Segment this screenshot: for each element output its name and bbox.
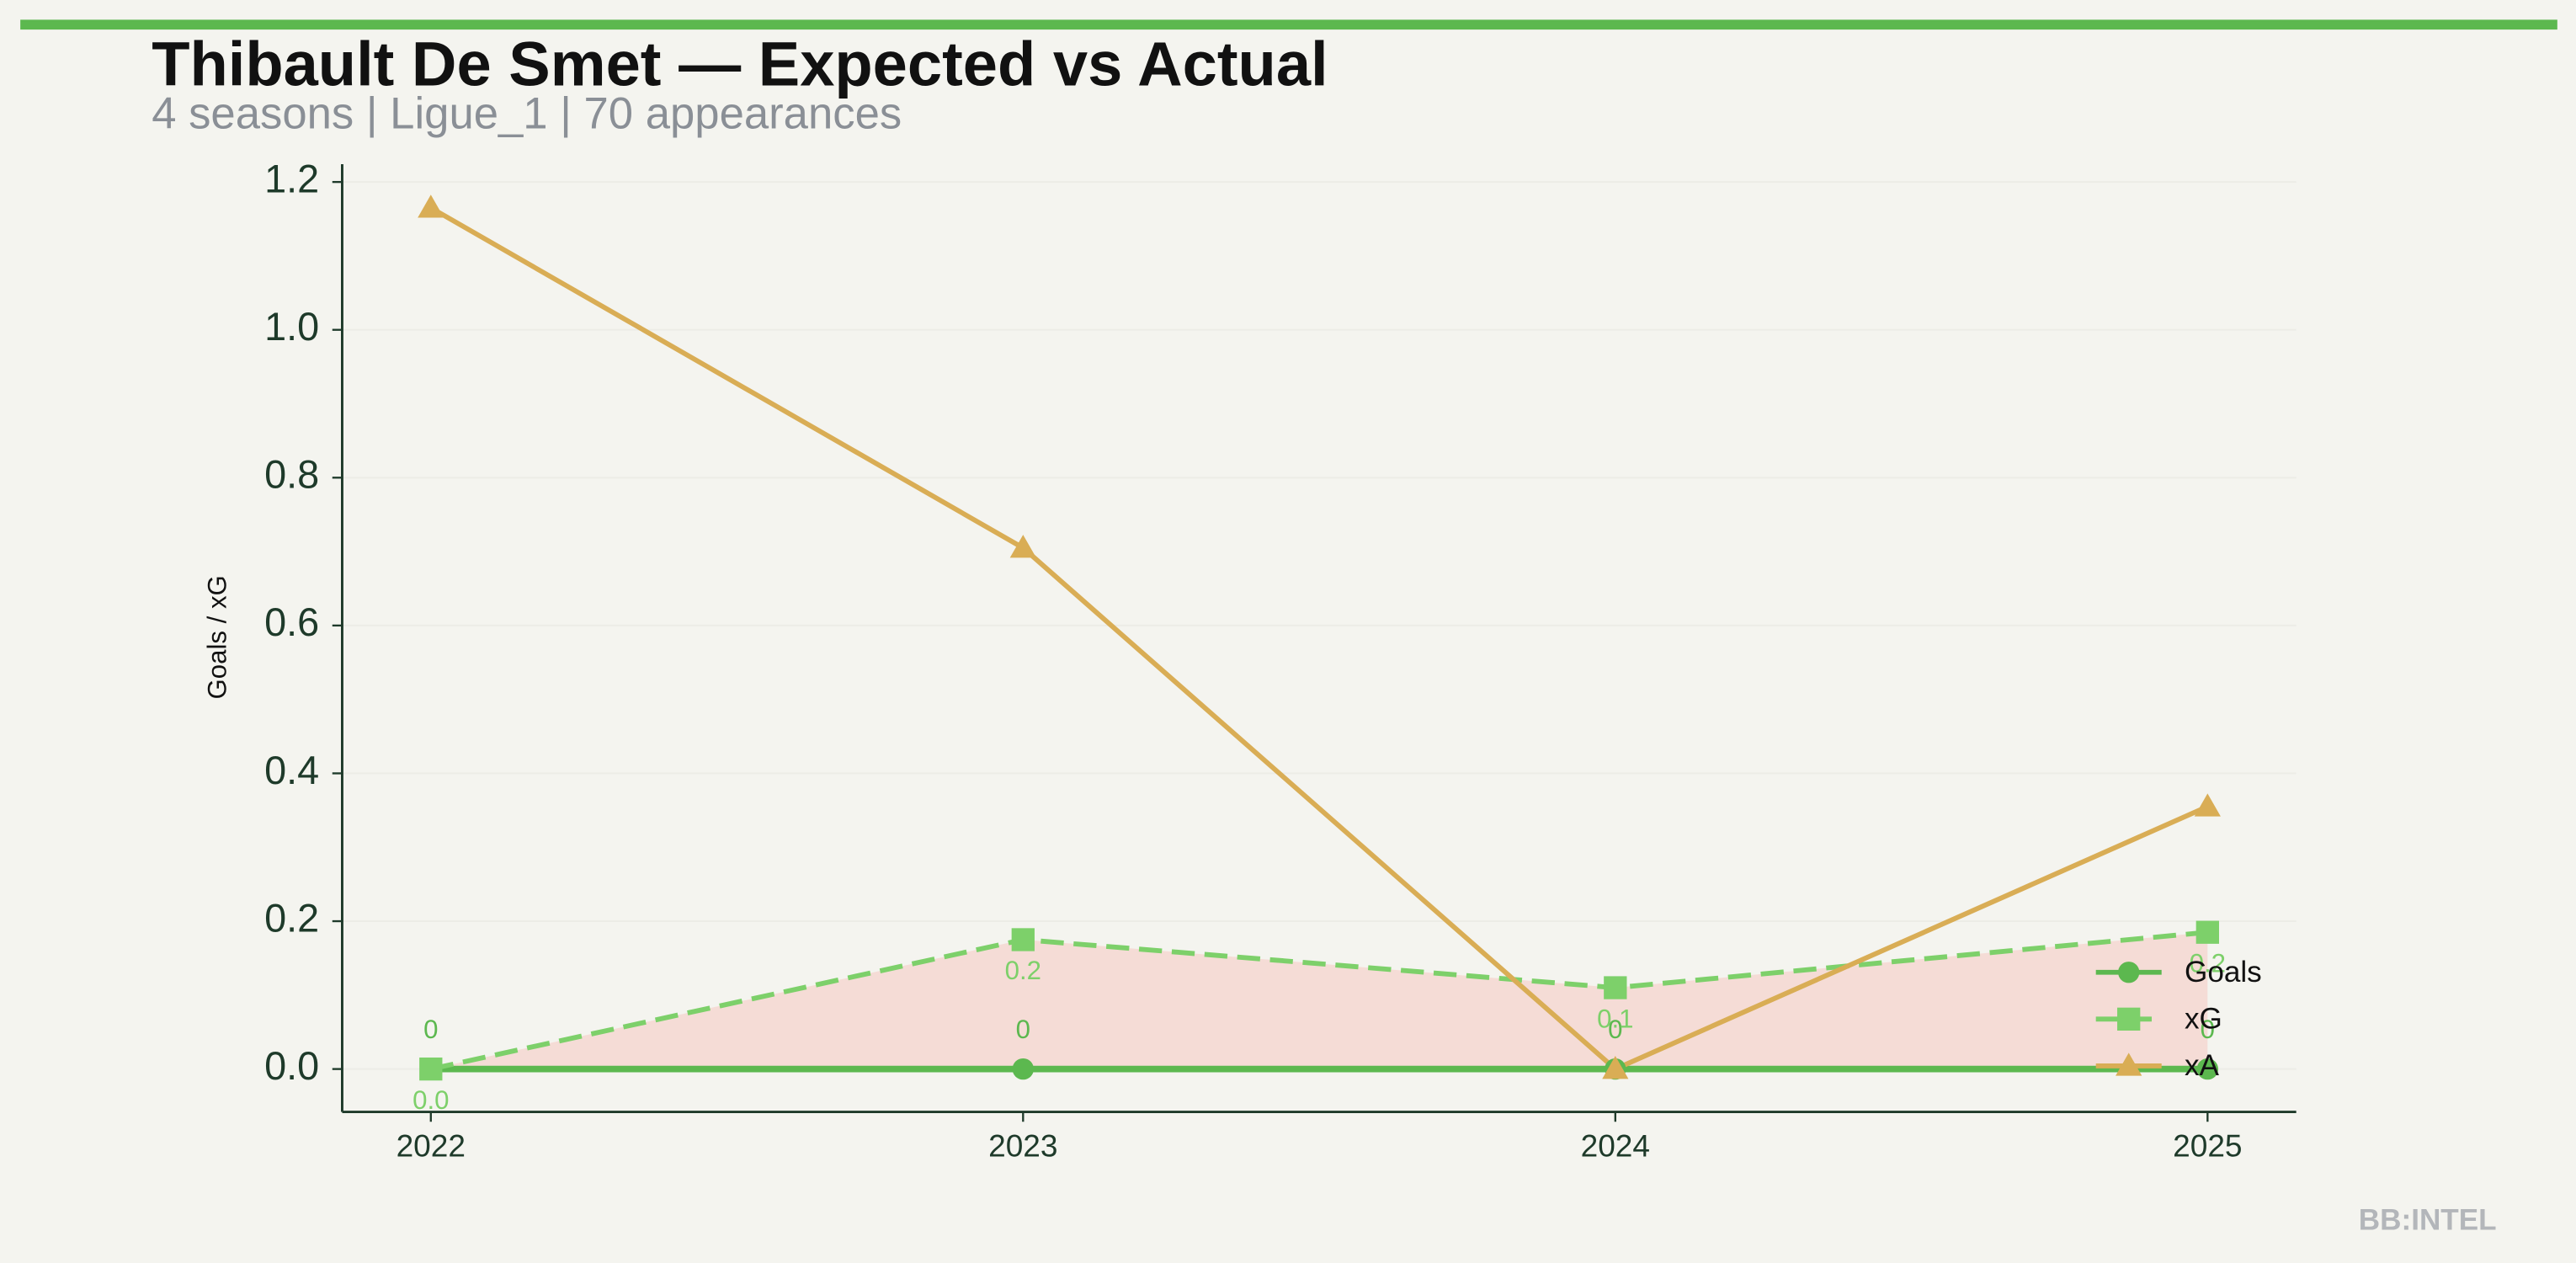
chart-subtitle: 4 seasons | Ligue_1 | 70 appearances bbox=[152, 88, 902, 138]
legend-label: xA bbox=[2185, 1049, 2220, 1082]
y-tick-label: 0.0 bbox=[264, 1044, 319, 1088]
x-tick-label: 2023 bbox=[988, 1127, 1057, 1163]
top-bar bbox=[20, 19, 2557, 30]
data-label: 0 bbox=[423, 1015, 438, 1044]
shaded-area bbox=[430, 932, 2208, 1069]
marker bbox=[2195, 920, 2219, 944]
marker bbox=[1009, 535, 1036, 558]
y-tick-label: 1.2 bbox=[264, 157, 319, 200]
data-label: 0 bbox=[1608, 1015, 1622, 1044]
chart-title: Thibault De Smet — Expected vs Actual bbox=[152, 29, 1328, 99]
marker bbox=[418, 195, 444, 218]
y-axis-label: Goals / xG bbox=[202, 575, 232, 699]
marker bbox=[419, 1057, 443, 1081]
series-line bbox=[430, 930, 2208, 1072]
y-tick-label: 0.2 bbox=[264, 896, 319, 940]
x-tick-label: 2025 bbox=[2173, 1127, 2242, 1163]
data-label: 0.2 bbox=[1005, 956, 1041, 985]
y-tick-label: 0.4 bbox=[264, 749, 319, 792]
legend: Goals xG xA bbox=[2095, 956, 2262, 1082]
x-tick-label: 2022 bbox=[397, 1127, 466, 1163]
data-label: 0.0 bbox=[412, 1085, 449, 1115]
legend-label: Goals bbox=[2185, 956, 2262, 989]
marker bbox=[2194, 793, 2221, 817]
marker bbox=[2116, 1052, 2142, 1076]
y-tick-label: 0.8 bbox=[264, 453, 319, 497]
data-label: 0.2 bbox=[2190, 948, 2226, 978]
data-label: 0 bbox=[2201, 1015, 2215, 1044]
marker bbox=[2196, 1058, 2219, 1080]
legend-label: xG bbox=[2185, 1003, 2222, 1036]
marker bbox=[2118, 962, 2140, 983]
series-line bbox=[429, 205, 2209, 1073]
x-tick-label: 2024 bbox=[1581, 1127, 1650, 1163]
y-tick-label: 0.6 bbox=[264, 600, 319, 644]
marker bbox=[1011, 928, 1035, 951]
marker bbox=[1602, 1056, 1629, 1079]
marker bbox=[2117, 1007, 2141, 1031]
watermark: BB:INTEL bbox=[2359, 1204, 2497, 1237]
marker bbox=[1012, 1058, 1034, 1080]
data-label: 0 bbox=[1016, 1015, 1030, 1044]
marker bbox=[1604, 976, 1627, 999]
y-tick-label: 1.0 bbox=[264, 305, 319, 349]
data-label: 0.1 bbox=[1597, 1004, 1633, 1033]
